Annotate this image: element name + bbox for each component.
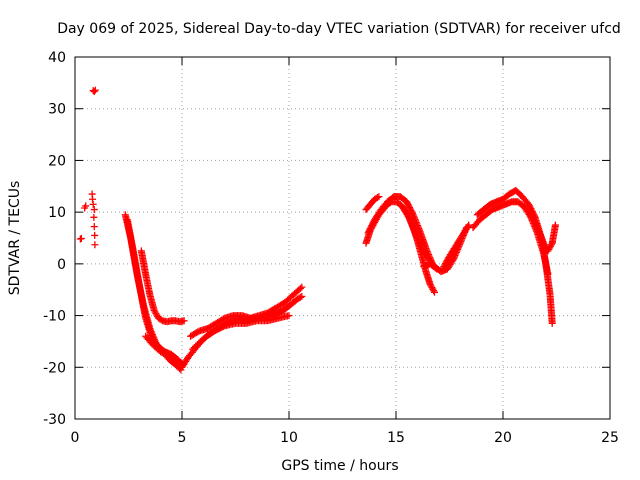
x-axis-label: GPS time / hours [281,458,398,474]
data-point [90,88,98,96]
data-point [77,235,85,243]
plot-frame [74,56,611,420]
data-point [430,287,438,295]
axis-ticks [74,56,611,420]
x-tick-label: 10 [280,430,298,446]
data-point [219,323,227,331]
data-point [408,209,416,217]
x-tick-label: 0 [71,430,80,446]
data-point [433,265,441,273]
data-point [431,264,439,272]
y-tick-label: 20 [48,153,66,169]
data-point [298,292,306,300]
data-point [548,319,556,327]
y-tick-label: 40 [48,50,66,66]
data-point [218,323,226,331]
data-point [90,206,98,214]
x-tick-labels: 0 5 10 15 20 25 [71,430,619,446]
y-axis-label: SDTVAR / TECUs [7,181,23,296]
data-point [464,223,472,231]
data-point [296,284,304,292]
y-tick-label: -20 [43,360,66,376]
y-tick-label: 0 [57,257,66,273]
data-point [298,283,306,291]
data-point [213,326,221,334]
data-point [91,86,99,94]
x-tick-label: 20 [494,430,512,446]
y-tick-label: 30 [48,102,66,118]
data-point [431,288,439,296]
data-point [89,200,97,208]
data-point [375,193,383,201]
data-point [373,193,381,201]
data-point [216,324,224,332]
data-points [76,86,559,374]
data-point [212,326,220,334]
data-point [547,241,555,249]
data-point [91,241,99,249]
y-tick-label: 10 [48,205,66,221]
x-tick-label: 15 [387,430,405,446]
data-point [551,221,559,229]
x-tick-label: 25 [601,430,619,446]
data-point [91,231,99,239]
y-tick-labels: -30 -20 -10 0 10 20 30 40 [43,50,66,428]
data-point [215,325,223,333]
data-point [465,221,473,229]
data-point [404,212,412,220]
grid-lines [75,57,610,419]
data-point [180,317,188,325]
y-tick-label: -10 [43,309,66,325]
x-tick-label: 5 [178,430,187,446]
data-point [82,202,90,210]
data-point [210,327,218,335]
data-point [285,312,293,320]
chart-title: Day 069 of 2025, Sidereal Day-to-day VTE… [57,21,621,37]
data-point [90,213,98,221]
data-point [296,293,304,301]
y-tick-label: -30 [43,412,66,428]
data-point [90,223,98,231]
